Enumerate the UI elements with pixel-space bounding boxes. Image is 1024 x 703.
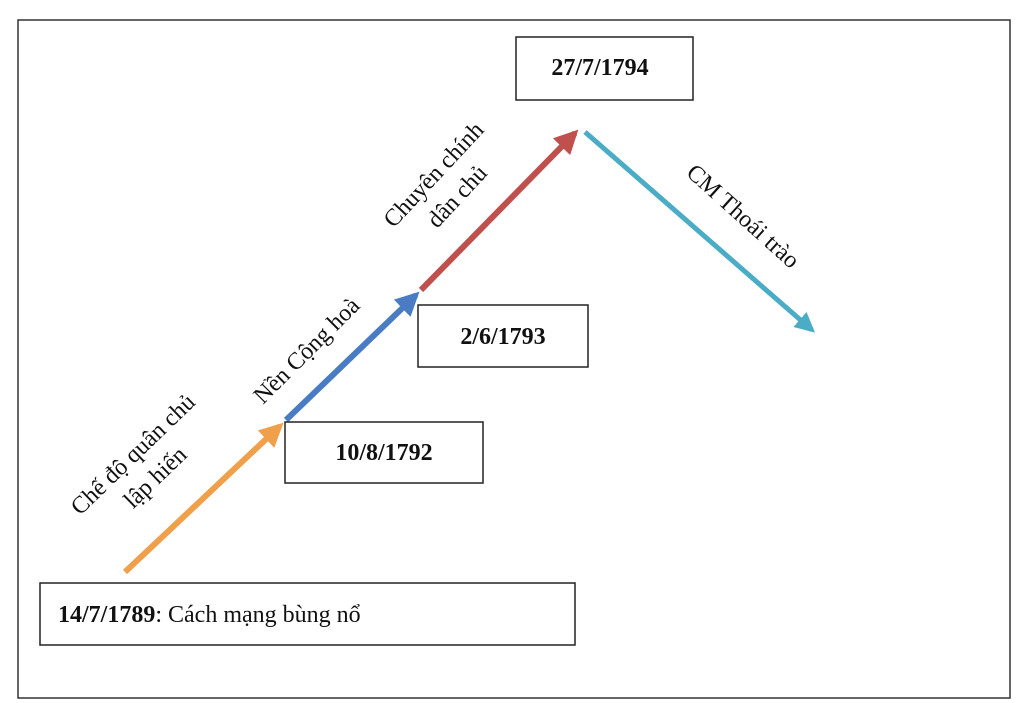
arrow (122, 422, 284, 575)
event-date: 2/6/1793 (460, 324, 545, 350)
event-label: 14/7/1789: Cách mạng bùng nổ (58, 602, 361, 628)
stage-line: CM Thoái trào (681, 160, 804, 274)
event-date: 10/8/1792 (335, 440, 432, 466)
event-box (284, 421, 484, 484)
event-box (515, 36, 694, 101)
arrow (583, 130, 816, 333)
stage-label: Chuyên chính dân chủ (379, 117, 493, 233)
arrow (283, 291, 420, 423)
stage-line: Nền Cộng hoà (249, 293, 366, 410)
event-date: 14/7/1789 (58, 602, 155, 628)
stage-label: CM Thoái trào (681, 160, 804, 274)
event-box (39, 582, 576, 646)
stage-label: Nền Cộng hoà (249, 293, 366, 410)
event-box (417, 304, 589, 368)
event-text: : Cách mạng bùng nổ (155, 602, 360, 628)
frame (17, 19, 1011, 699)
arrow (418, 129, 579, 293)
stage-label: Chế độ quân chủ lập hiến (66, 389, 201, 520)
event-date: 27/7/1794 (551, 55, 648, 81)
